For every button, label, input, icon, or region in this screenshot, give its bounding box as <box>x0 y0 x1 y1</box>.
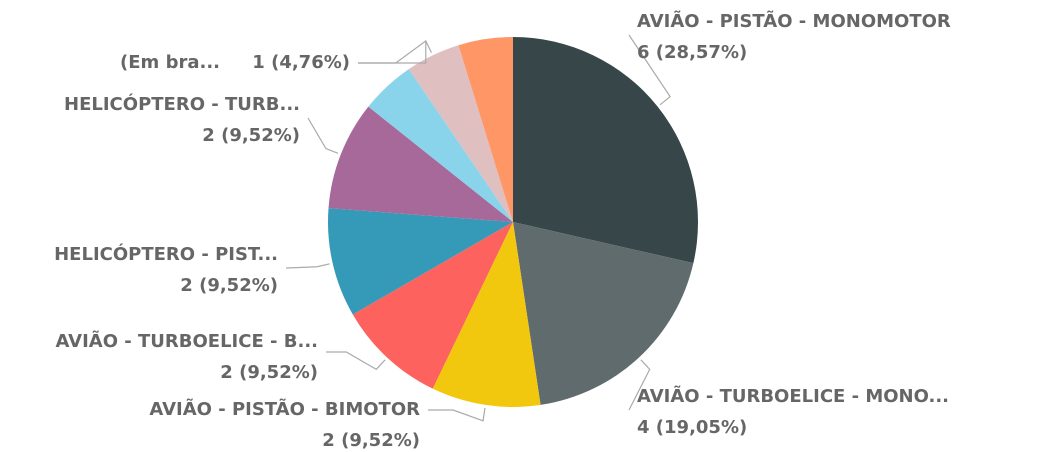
leader-line <box>628 34 671 106</box>
slice-value-label: 1 (4,76%) <box>252 52 350 73</box>
pie-slice <box>352 222 513 389</box>
leader-line <box>286 263 330 269</box>
pie-slice <box>328 106 513 222</box>
slice-value-label: 2 (9,52%) <box>180 275 278 296</box>
leader-line <box>307 117 339 154</box>
leader-line <box>358 40 427 64</box>
slice-value-label: 2 (9,52%) <box>202 125 300 146</box>
slice-label: AVIÃO - PISTÃO - BIMOTOR <box>149 397 420 420</box>
pie-slice <box>513 222 694 405</box>
leader-line <box>326 351 386 371</box>
slice-label: (Em bra... <box>120 52 220 73</box>
slice-value-label: 4 (19,05%) <box>637 417 747 438</box>
slice-value-label: 2 (9,52%) <box>322 430 420 451</box>
slice-label: HELICÓPTERO - TURB... <box>64 93 300 115</box>
pie-slice <box>513 37 698 264</box>
pie-slice <box>432 222 541 407</box>
leader-line <box>628 359 651 411</box>
pie-slice <box>368 69 513 222</box>
slice-value-label: 2 (9,52%) <box>220 362 318 383</box>
slice-label: HELICÓPTERO - PIST... <box>54 243 278 265</box>
leader-line <box>358 39 432 64</box>
pie-slice <box>328 208 513 315</box>
slice-value-label: 6 (28,57%) <box>637 42 747 63</box>
leader-line <box>428 407 486 422</box>
slice-label: AVIÃO - PISTÃO - MONOMOTOR <box>637 9 951 32</box>
pie-slice <box>458 37 513 222</box>
pie-slice <box>408 45 513 223</box>
slice-label: AVIÃO - TURBOELICE - MONO... <box>637 384 949 407</box>
slice-label: AVIÃO - TURBOELICE - B... <box>55 329 318 352</box>
